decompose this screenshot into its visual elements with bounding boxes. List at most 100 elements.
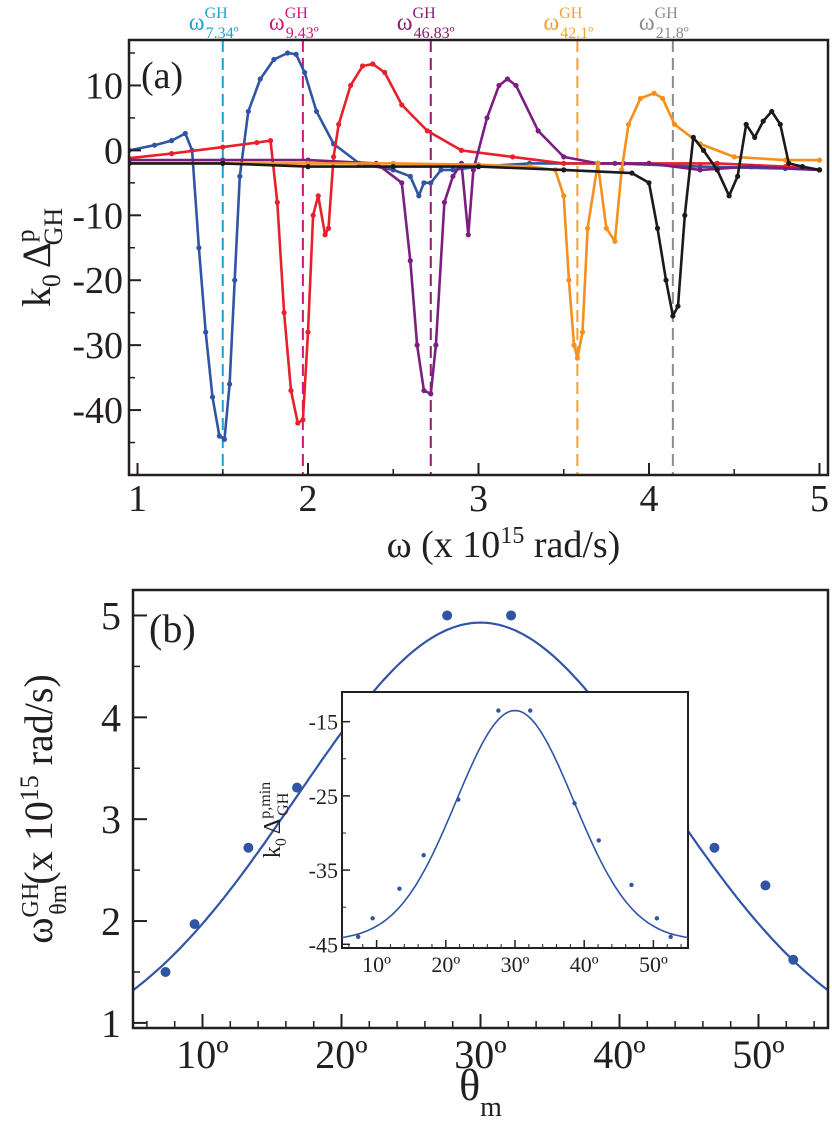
series-point-blue [196, 245, 202, 251]
series-point-blue [237, 173, 243, 179]
inset-data-point [421, 853, 426, 858]
series-point-orange [816, 157, 823, 163]
series-point-orange [637, 95, 644, 102]
inset-data-point [572, 801, 577, 806]
series-point-red [348, 82, 354, 89]
inset-y-label-sup: p,min [257, 782, 274, 819]
data-point [760, 880, 771, 891]
x-axis-label-exp: 15 [500, 523, 524, 549]
inset-y-label-k-sub: 0 [273, 838, 290, 846]
series-point-purple [496, 82, 502, 89]
series-point-black [646, 180, 652, 186]
y-tick-label: 10 [85, 65, 123, 107]
series-point-black [682, 212, 688, 218]
panel-label-a: (a) [141, 55, 183, 97]
series-point-orange [585, 225, 591, 231]
inset-fit-curve [342, 709, 688, 939]
series-point-blue [271, 56, 277, 63]
x-tick-label-b: 50º [732, 1032, 784, 1077]
inset-y-tick-label: -45 [309, 932, 338, 957]
inset-x-tick-label: 40º [570, 952, 599, 977]
series-point-black [777, 121, 783, 128]
inset-y-axis-label: k0 Δp,minGH [257, 782, 292, 858]
series-point-black [760, 118, 766, 124]
series-point-red [305, 329, 311, 335]
series-point-red [267, 138, 274, 144]
series-point-black [654, 225, 661, 231]
inset-x-tick-label: 30º [501, 952, 530, 977]
series-point-orange [619, 167, 625, 173]
series-point-black [714, 167, 720, 173]
y-tick-label: -40 [72, 390, 123, 432]
series-point-red [509, 154, 516, 160]
data-point [292, 782, 303, 793]
x-tick-label: 5 [810, 478, 829, 520]
series-point-red [274, 199, 280, 205]
y-axis-label-k: k [14, 287, 59, 307]
series-point-purple [465, 232, 471, 238]
y-axis-label-k-sub: 0 [37, 274, 66, 287]
data-point [506, 610, 517, 621]
marker-label-sub: 7.34º [206, 25, 239, 42]
series-point-orange [651, 90, 657, 96]
x-tick-label-b: 30º [454, 1032, 506, 1077]
x-tick-label: 3 [469, 478, 488, 520]
series-point-red [370, 61, 376, 67]
series-point-blue [221, 436, 228, 442]
fit-curve [133, 621, 828, 992]
y-axis-label-b-sup: GH [18, 883, 44, 918]
series-point-blue [203, 329, 209, 335]
series-point-blue [428, 180, 434, 186]
series-point-orange [603, 225, 609, 231]
panel-label-b: (b) [149, 606, 196, 651]
marker-label-sub: 9.43º [286, 25, 319, 42]
data-point [243, 842, 254, 853]
series-point-red [359, 63, 366, 69]
y-tick-label: 0 [104, 130, 123, 172]
series-point-purple [428, 391, 434, 397]
marker-label-sym: ω [397, 10, 413, 36]
series-point-red [714, 160, 720, 166]
inset-data-point [629, 882, 634, 888]
y-tick-label-b: 4 [101, 695, 121, 740]
marker-label-sym: ω [189, 10, 205, 36]
series-point-orange [595, 160, 601, 166]
series-point-red [295, 420, 301, 426]
series-point-blue [293, 51, 299, 57]
series-point-blue [245, 108, 251, 115]
series-point-black [670, 313, 676, 319]
series-point-blue [302, 69, 308, 76]
marker-label-4: ωGH 21.8º [639, 5, 689, 42]
series-point-red [281, 310, 287, 316]
marker-label-sub: 42.1º [560, 25, 593, 42]
inset-y-tick-label: -15 [309, 710, 338, 735]
series-point-black [786, 160, 792, 166]
series-point-blue [151, 142, 158, 148]
series-point-purple [748, 164, 754, 170]
data-point [442, 610, 453, 621]
marker-label-sub: 21.8º [656, 25, 689, 42]
marker-label-sym: ω [543, 10, 559, 36]
series-point-blue [216, 433, 222, 439]
series-point-red [336, 121, 342, 128]
x-tick-label-b: 20º [315, 1032, 367, 1077]
data-point [709, 842, 720, 853]
series-point-red [300, 417, 306, 423]
inset-y-label-k: k [260, 846, 286, 858]
inset-data-point [654, 916, 660, 921]
series-point-black [390, 164, 396, 170]
series-point-black [663, 277, 669, 283]
x-tick-label: 1 [128, 478, 147, 520]
y-axis-label-b: ωGHθm(x 1015 rad/s) [15, 674, 72, 944]
series-point-purple [513, 82, 519, 89]
series-point-blue [438, 167, 444, 173]
y-axis-label-b-sub: θm [46, 884, 72, 914]
series-point-red [315, 193, 321, 199]
series-point-purple [441, 199, 448, 205]
series-point-purple [433, 342, 439, 348]
marker-label-sup: GH [205, 5, 229, 22]
inset-frame [341, 691, 689, 949]
series-point-blue [416, 193, 422, 199]
y-tick-label-b: 3 [101, 797, 121, 842]
series-point-black [305, 164, 311, 170]
